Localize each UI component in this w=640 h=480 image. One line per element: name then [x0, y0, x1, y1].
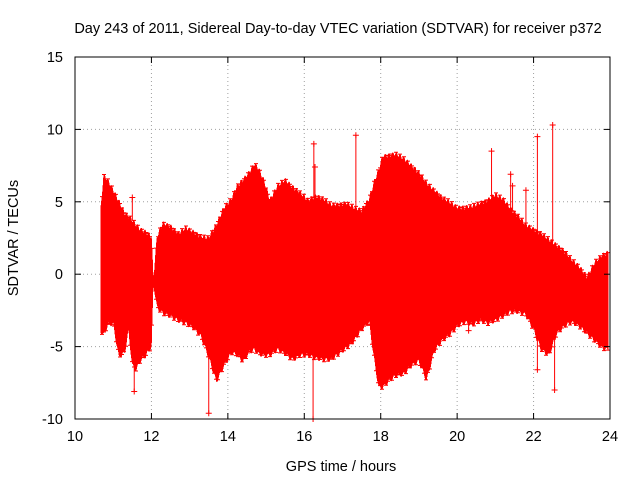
x-tick-label: 18: [373, 429, 389, 445]
chart-title: Day 243 of 2011, Sidereal Day-to-day VTE…: [74, 21, 601, 37]
outlier-point: [311, 164, 318, 171]
outlier-point: [352, 132, 359, 139]
error-bar-caps: [100, 151, 610, 390]
plot-border: [74, 56, 611, 420]
x-axis-label: GPS time / hours: [286, 459, 396, 475]
outlier-point: [131, 388, 138, 395]
axis-ticks: 10 12 14 16 18 20 22 24 -10 -5 0 5 10 15: [42, 50, 618, 445]
y-tick-label: 10: [47, 122, 63, 138]
y-axis-label: SDTVAR / TECUs: [6, 180, 22, 296]
x-tick-label: 22: [526, 429, 542, 445]
outlier-point: [205, 410, 212, 417]
outlier-point: [549, 122, 556, 129]
x-tick-label: 16: [296, 429, 312, 445]
plot-frame: [74, 56, 611, 420]
outlier-point: [203, 323, 210, 330]
x-tick-label: 14: [220, 429, 236, 445]
y-tick-label: 15: [47, 50, 63, 66]
outlier-point: [507, 171, 514, 178]
outlier-point: [534, 366, 541, 373]
outlier-point: [488, 148, 495, 155]
outlier-point: [522, 187, 529, 194]
x-tick-label: 12: [143, 429, 159, 445]
y-tick-label: -5: [50, 340, 63, 356]
outlier-point: [551, 387, 558, 394]
x-tick-label: 24: [602, 429, 618, 445]
error-bar-band: [100, 152, 609, 390]
outlier-point: [509, 182, 516, 189]
outlier-point: [129, 194, 136, 201]
y-tick-label: 0: [55, 267, 63, 283]
outlier-point: [423, 355, 430, 362]
y-tick-label: 5: [55, 195, 63, 211]
outlier-point: [465, 327, 472, 334]
data-series: [100, 122, 610, 422]
outlier-point: [534, 133, 541, 140]
outlier-point: [310, 140, 317, 147]
y-tick-label: -10: [42, 412, 63, 428]
x-tick-label: 10: [67, 429, 83, 445]
x-tick-label: 20: [449, 429, 465, 445]
